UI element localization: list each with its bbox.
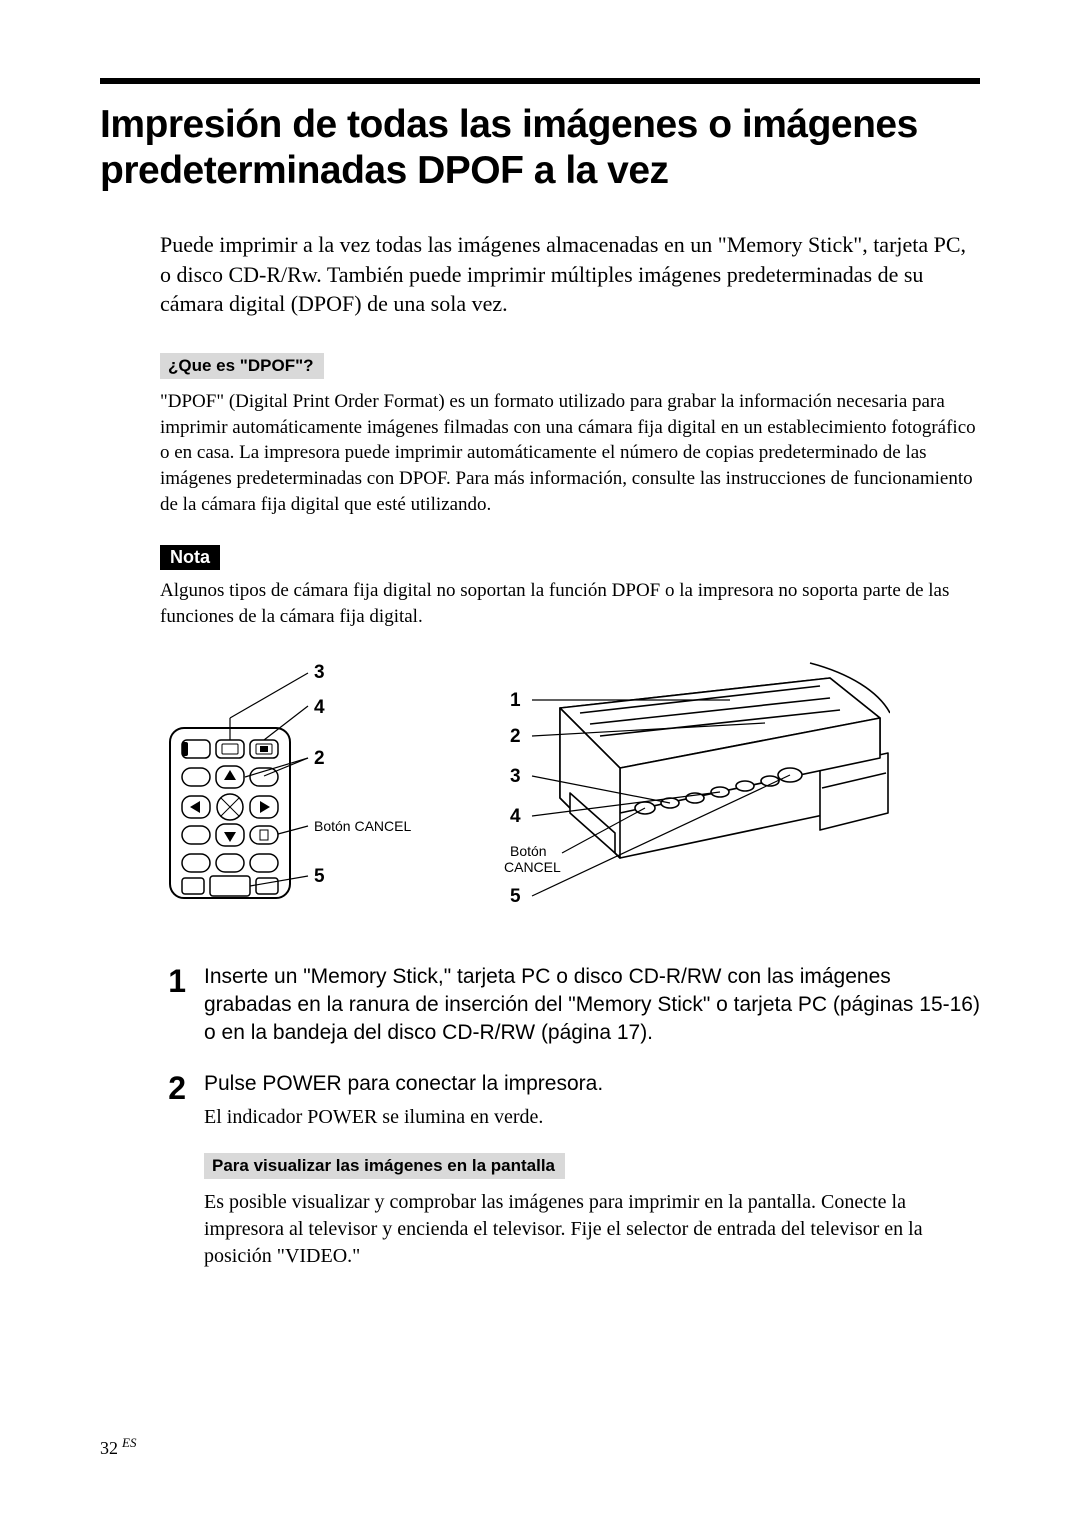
printer-svg: 1 2 3 4 Botón CANCEL 5	[470, 658, 890, 918]
step-2-head: Pulse POWER para conectar la impresora.	[204, 1070, 980, 1098]
remote-callout-4: 4	[314, 697, 325, 718]
nota-label: Nota	[160, 545, 220, 570]
step-1-body: Inserte un "Memory Stick," tarjeta PC o …	[204, 963, 980, 1048]
step-2-boxlabel: Para visualizar las imágenes en la panta…	[204, 1153, 565, 1179]
nota-box: Nota Algunos tipos de cámara fija digita…	[160, 545, 980, 629]
step-1: 1 Inserte un "Memory Stick," tarjeta PC …	[160, 963, 980, 1048]
step-2-boxbody: Es posible visualizar y comprobar las im…	[204, 1189, 980, 1270]
info-box-body: "DPOF" (Digital Print Order Format) es u…	[160, 389, 980, 517]
printer-cancel-bottom: CANCEL	[504, 859, 561, 875]
printer-callout-1: 1	[510, 690, 521, 711]
what-is-dpof-box: ¿Que es "DPOF"? "DPOF" (Digital Print Or…	[160, 353, 980, 517]
figure-row: 3 4 2 Botón CANCEL 5	[160, 658, 980, 923]
printer-callout-4: 4	[510, 806, 521, 827]
page-footer: 32 ES	[100, 1435, 136, 1459]
remote-figure: 3 4 2 Botón CANCEL 5	[160, 658, 440, 913]
printer-callout-2: 2	[510, 726, 521, 747]
step-2: 2 Pulse POWER para conectar la impresora…	[160, 1070, 980, 1270]
page-number: 32	[100, 1438, 118, 1458]
step-1-head: Inserte un "Memory Stick," tarjeta PC o …	[204, 963, 980, 1048]
printer-figure: 1 2 3 4 Botón CANCEL 5	[470, 658, 890, 923]
intro-paragraph: Puede imprimir a la vez todas las imágen…	[160, 230, 980, 319]
printer-callout-5: 5	[510, 886, 521, 907]
page-lang: ES	[122, 1435, 136, 1450]
nota-body: Algunos tipos de cámara fija digital no …	[160, 578, 980, 629]
info-box-label: ¿Que es "DPOF"?	[160, 353, 324, 379]
content-block: Puede imprimir a la vez todas las imágen…	[160, 230, 980, 1270]
step-2-sub: El indicador POWER se ilumina en verde.	[204, 1104, 980, 1131]
remote-callout-2: 2	[314, 748, 325, 769]
top-rule	[100, 78, 980, 84]
remote-callout-5: 5	[314, 866, 325, 887]
step-2-number: 2	[160, 1070, 186, 1270]
remote-svg: 3 4 2 Botón CANCEL 5	[160, 658, 440, 908]
page: Impresión de todas las imágenes o imágen…	[0, 0, 1080, 1352]
remote-cancel-label: Botón CANCEL	[314, 818, 411, 834]
printer-cancel-top: Botón	[510, 843, 547, 859]
page-title: Impresión de todas las imágenes o imágen…	[100, 102, 980, 194]
step-1-number: 1	[160, 963, 186, 1048]
remote-callout-3: 3	[314, 662, 325, 683]
step-2-body: Pulse POWER para conectar la impresora. …	[204, 1070, 980, 1270]
printer-callout-3: 3	[510, 766, 521, 787]
